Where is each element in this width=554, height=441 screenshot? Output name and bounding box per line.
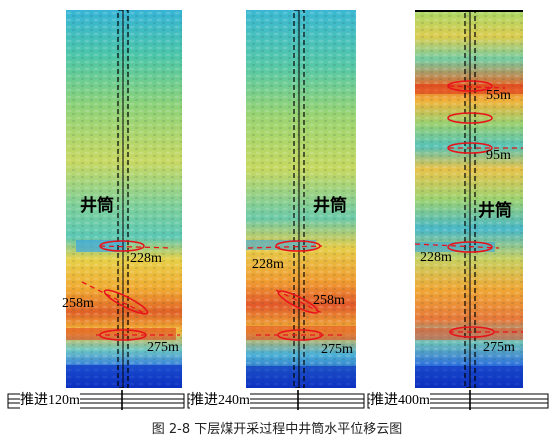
annotation-label: 258m (313, 293, 345, 308)
footer-base-lines (7, 390, 549, 410)
strain-ellipse-73m (447, 112, 493, 124)
shaft-label: 井筒 (313, 196, 347, 216)
annotation-label: 228m (252, 257, 284, 272)
displacement-panel-400m (415, 10, 523, 388)
annotation-label: 258m (62, 296, 94, 311)
advance-distance-label: 推进240m (190, 389, 250, 409)
strain-ellipse-258m (103, 289, 149, 315)
strain-line-258m (81, 281, 147, 315)
annotation-label: 275m (483, 340, 515, 355)
strain-ellipse-228m (447, 241, 493, 253)
strain-ellipse-258m (277, 290, 319, 314)
strain-ellipse-228m (275, 240, 321, 252)
displacement-cloud-240m (246, 10, 356, 388)
advance-distance-label: 推进400m (370, 389, 430, 409)
panel-top-border (415, 10, 523, 12)
displacement-panel-120m (66, 10, 182, 388)
annotation-label: 55m (486, 88, 511, 103)
strain-line-228m (99, 245, 173, 249)
strain-line-228m (247, 245, 323, 249)
annotation-label: 275m (147, 340, 179, 355)
annotation-label: 275m (321, 342, 353, 357)
figure-caption: 图 2-8 下层煤开采过程中井筒水平位移云图 (151, 422, 403, 437)
strain-ellipse-55m (447, 80, 493, 92)
strain-ellipse-228m (99, 240, 145, 252)
shaft-outline (293, 10, 305, 388)
shaft-label: 井筒 (478, 201, 512, 221)
displacement-cloud-400m (415, 10, 523, 388)
strain-ellipse-95m (447, 142, 493, 154)
strain-ellipse-275m (99, 329, 147, 341)
annotation-label: 228m (420, 250, 452, 265)
advance-distance-label: 推进120m (20, 389, 80, 409)
shaft-label: 井筒 (80, 196, 114, 216)
shaft-outline (464, 10, 476, 388)
annotation-label: 95m (486, 148, 511, 163)
annotation-label: 228m (130, 251, 162, 266)
displacement-cloud-120m (66, 10, 182, 388)
displacement-panel-240m (246, 10, 356, 388)
shaft-outline (117, 10, 129, 388)
strain-ellipse-275m (277, 329, 323, 341)
strain-line-55m (448, 85, 506, 89)
